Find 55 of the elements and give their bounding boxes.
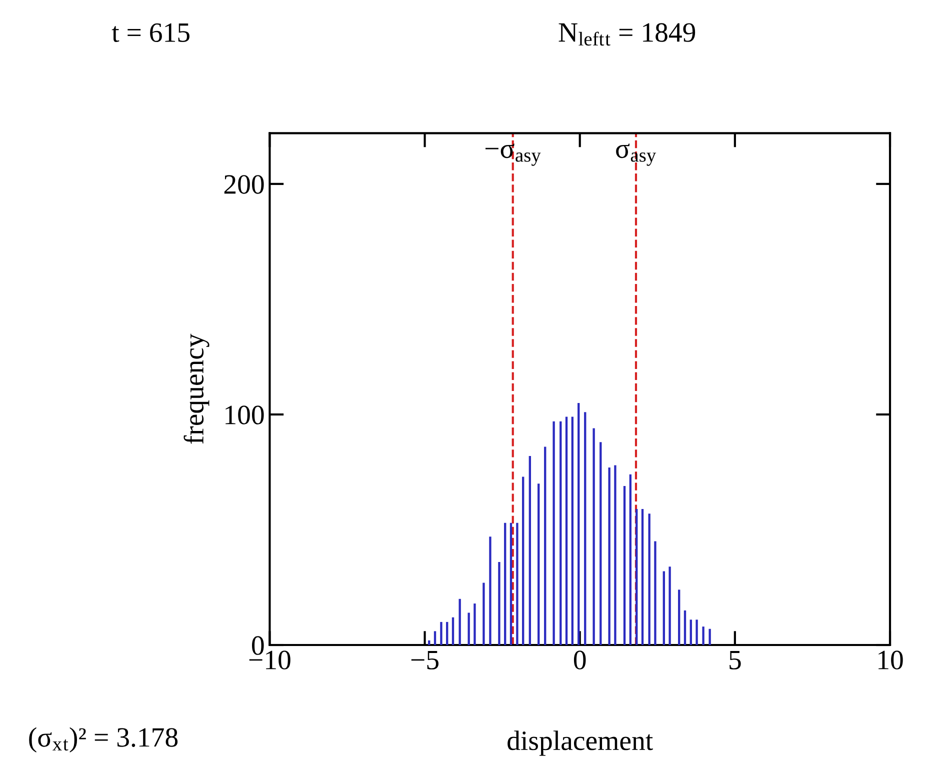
x-tick-label: −5 <box>411 650 438 670</box>
ref-line-label: −σ$_{asy}$ <box>485 144 541 166</box>
bar <box>504 522 506 646</box>
bar <box>696 620 698 646</box>
bar <box>708 628 711 646</box>
ref-line-label: σ$_{asy}$ <box>616 144 656 166</box>
y-axis-title: frequency <box>184 334 210 444</box>
bar <box>522 476 524 646</box>
x-tick-label: 5 <box>730 650 741 670</box>
bar <box>629 474 632 646</box>
bar <box>468 612 470 646</box>
bar <box>641 508 644 646</box>
bar <box>662 571 665 646</box>
x-tick-label: 0 <box>574 650 586 670</box>
bar <box>654 541 656 646</box>
bar <box>565 416 568 646</box>
bar <box>571 416 574 646</box>
x-tick-label: 10 <box>878 650 903 670</box>
bar <box>690 620 692 646</box>
bar <box>544 446 546 646</box>
bar <box>702 626 704 646</box>
bar <box>552 421 555 646</box>
bar <box>623 486 626 646</box>
y-tick-label: 200 <box>224 175 264 194</box>
bar <box>474 604 476 646</box>
bar <box>668 566 671 646</box>
x-axis-title: displacement <box>508 730 653 756</box>
bar <box>578 402 580 646</box>
text: (σ$_{xt}$)² = 3.178 <box>29 727 178 752</box>
bar <box>636 508 638 646</box>
bar <box>592 428 595 646</box>
bar <box>440 622 442 646</box>
bar <box>614 465 616 646</box>
bar <box>600 442 602 646</box>
bar <box>608 467 610 646</box>
bar <box>489 536 492 646</box>
bar <box>560 421 562 646</box>
bar <box>428 640 430 646</box>
bar <box>452 617 454 646</box>
y-tick-label: 100 <box>226 406 264 424</box>
bar <box>538 484 540 646</box>
bar <box>482 582 485 646</box>
bar <box>458 598 461 646</box>
bar <box>434 631 436 646</box>
text: N$_{leftt}$ = 1849 <box>558 23 696 46</box>
bar <box>528 456 532 646</box>
bar <box>510 522 512 646</box>
text: t = 615 <box>112 23 190 42</box>
bar <box>678 590 680 646</box>
bar <box>684 610 686 646</box>
bar <box>516 522 518 646</box>
bar <box>648 514 650 646</box>
bar <box>498 562 500 646</box>
bar <box>446 622 448 646</box>
bar <box>584 412 586 646</box>
